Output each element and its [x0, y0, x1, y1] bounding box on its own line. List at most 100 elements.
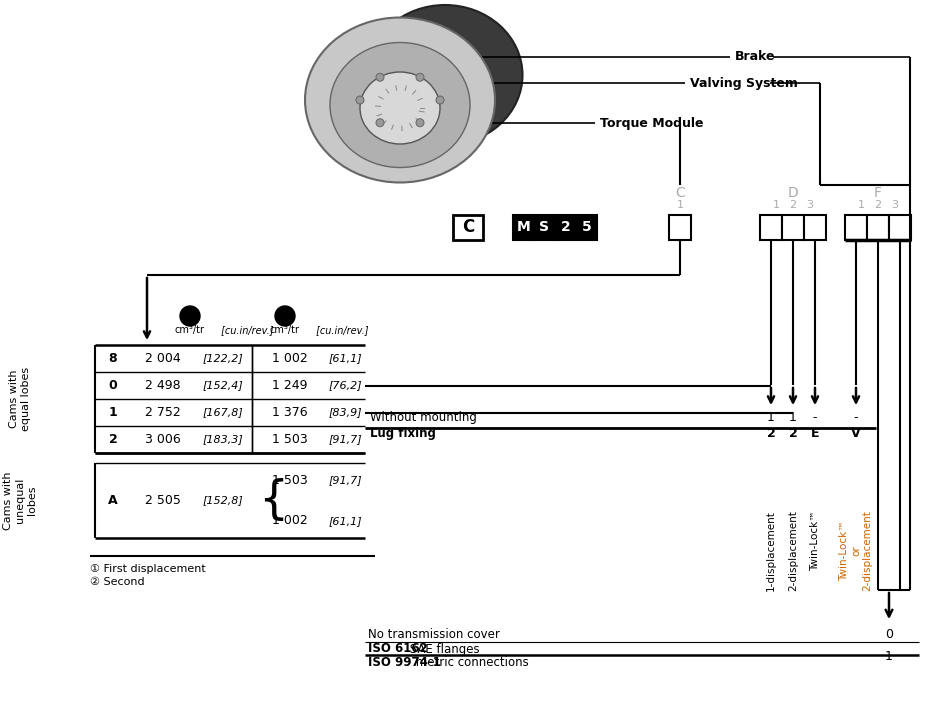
Bar: [575, 215, 597, 240]
Text: 1-displacement: 1-displacement: [766, 510, 775, 591]
Bar: [781, 215, 803, 240]
Text: M: M: [516, 220, 530, 235]
Text: 1: 1: [767, 412, 774, 424]
Text: 2 498: 2 498: [145, 379, 181, 392]
Text: 2 505: 2 505: [145, 494, 181, 507]
Text: A: A: [108, 494, 118, 507]
Text: 1: 1: [109, 406, 117, 419]
Text: E: E: [810, 427, 818, 441]
Circle shape: [416, 119, 423, 127]
Text: Twin-Lock™
or
2-displacement: Twin-Lock™ or 2-displacement: [839, 510, 871, 591]
Bar: [453, 215, 483, 240]
Circle shape: [180, 306, 200, 326]
Circle shape: [435, 96, 444, 104]
Text: Cams with
unequal
lobes: Cams with unequal lobes: [4, 471, 36, 530]
Text: 2: 2: [766, 427, 775, 441]
Circle shape: [376, 119, 383, 127]
Text: SAE flanges: SAE flanges: [406, 643, 479, 656]
Text: 2: 2: [789, 200, 795, 210]
Text: S: S: [539, 220, 548, 235]
Circle shape: [376, 73, 383, 81]
Circle shape: [416, 73, 423, 81]
Text: Brake: Brake: [734, 50, 775, 63]
Text: metric connections: metric connections: [411, 656, 528, 670]
Text: 1: 1: [788, 412, 796, 424]
Ellipse shape: [367, 5, 522, 145]
Text: [183,3]: [183,3]: [202, 434, 243, 444]
Text: ISO 6162: ISO 6162: [367, 643, 427, 656]
Bar: [534, 215, 554, 240]
Text: [61,1]: [61,1]: [328, 353, 361, 363]
Text: F: F: [873, 186, 881, 200]
Text: 8: 8: [109, 352, 117, 365]
Text: [83,9]: [83,9]: [328, 407, 361, 417]
Text: 1 002: 1 002: [272, 352, 307, 365]
Text: [122,2]: [122,2]: [202, 353, 243, 363]
Text: 2: 2: [560, 220, 570, 235]
Bar: [759, 215, 781, 240]
Text: -: -: [853, 412, 857, 424]
Text: 2 752: 2 752: [145, 406, 181, 419]
Text: [91,7]: [91,7]: [328, 434, 361, 444]
Text: [91,7]: [91,7]: [328, 475, 361, 485]
Text: Twin-Lock™: Twin-Lock™: [809, 510, 819, 571]
Text: [152,8]: [152,8]: [202, 496, 243, 506]
Text: No transmission cover: No transmission cover: [367, 629, 499, 641]
Text: V: V: [850, 427, 860, 441]
Text: 1 002: 1 002: [272, 515, 307, 528]
Text: 1: 1: [857, 200, 864, 210]
Text: C: C: [675, 186, 684, 200]
Text: 2: 2: [280, 309, 289, 323]
Text: 3: 3: [806, 200, 813, 210]
Text: {: {: [258, 478, 288, 523]
Text: [cu.in/rev.]: [cu.in/rev.]: [313, 325, 368, 335]
Text: ISO 9974-1: ISO 9974-1: [367, 656, 441, 670]
Text: 1 376: 1 376: [272, 406, 307, 419]
Text: ② Second: ② Second: [90, 577, 145, 587]
Ellipse shape: [304, 18, 495, 183]
Text: 2-displacement: 2-displacement: [787, 510, 797, 591]
Text: [61,1]: [61,1]: [328, 516, 361, 526]
Text: [cu.in/rev.]: [cu.in/rev.]: [218, 325, 273, 335]
Text: Lug fixing: Lug fixing: [369, 427, 435, 441]
Text: 2: 2: [109, 433, 117, 446]
Text: cm³/tr: cm³/tr: [270, 325, 300, 335]
Text: 0: 0: [109, 379, 117, 392]
Text: [152,4]: [152,4]: [202, 380, 243, 390]
Bar: [554, 215, 575, 240]
Text: Cams with
equal lobes: Cams with equal lobes: [9, 367, 31, 431]
Text: cm³/tr: cm³/tr: [174, 325, 205, 335]
Bar: [844, 215, 866, 240]
Bar: [888, 215, 910, 240]
Circle shape: [355, 96, 364, 104]
Text: 1: 1: [772, 200, 779, 210]
Text: 1: 1: [884, 650, 892, 663]
Text: Without mounting: Without mounting: [369, 412, 476, 424]
Text: ① First displacement: ① First displacement: [90, 564, 205, 574]
Text: 1 249: 1 249: [272, 379, 307, 392]
Text: 3: 3: [891, 200, 897, 210]
Bar: [512, 215, 534, 240]
Text: C: C: [461, 218, 473, 237]
Text: 2 004: 2 004: [145, 352, 181, 365]
Text: -: -: [812, 412, 817, 424]
Text: 1: 1: [186, 309, 194, 323]
Text: [76,2]: [76,2]: [328, 380, 361, 390]
Bar: [668, 215, 690, 240]
Text: 1 503: 1 503: [272, 433, 307, 446]
Ellipse shape: [360, 72, 440, 144]
Text: Valving System: Valving System: [690, 77, 797, 90]
Text: D: D: [787, 186, 797, 200]
Text: 3 006: 3 006: [145, 433, 181, 446]
Circle shape: [275, 306, 295, 326]
Text: [167,8]: [167,8]: [202, 407, 243, 417]
Text: 1: 1: [676, 200, 683, 210]
Text: 0: 0: [884, 629, 892, 641]
Text: 2: 2: [788, 427, 796, 441]
Ellipse shape: [329, 43, 470, 168]
Text: 1: 1: [186, 309, 194, 323]
Bar: [803, 215, 825, 240]
Text: 2: 2: [873, 200, 881, 210]
Bar: [866, 215, 888, 240]
Text: 2: 2: [280, 309, 289, 323]
